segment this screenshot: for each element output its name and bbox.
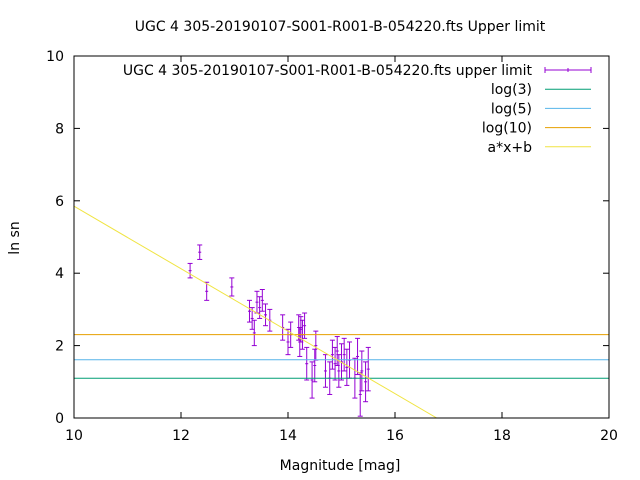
x-tick-label: 12 (172, 428, 190, 444)
y-tick-label: 0 (55, 411, 64, 427)
series-0 (187, 244, 371, 417)
legend-label: UGC 4 305-20190107-S001-R001-B-054220.ft… (123, 63, 533, 79)
y-tick-label: 8 (55, 121, 64, 137)
y-axis-label: ln sn (7, 221, 23, 254)
y-tick-label: 4 (55, 266, 64, 282)
x-tick-label: 16 (386, 428, 404, 444)
legend-label: log(5) (491, 101, 532, 117)
legend-label: log(10) (482, 121, 532, 137)
y-tick-label: 10 (46, 49, 64, 65)
y-tick-label: 6 (55, 194, 64, 210)
tick-labels: 10 12 14 16 18 20 0 2 4 6 8 10 (46, 49, 618, 444)
x-tick-label: 18 (493, 428, 511, 444)
series-4 (74, 205, 437, 418)
legend-label: a*x+b (488, 140, 533, 156)
y-tick-label: 2 (55, 339, 64, 355)
series-layer (74, 205, 609, 418)
x-axis-label: Magnitude [mag] (280, 458, 401, 474)
plot-frame (73, 55, 610, 419)
legend: UGC 4 305-20190107-S001-R001-B-054220.ft… (123, 63, 592, 156)
x-tick-label: 10 (65, 428, 83, 444)
x-tick-label: 14 (279, 428, 297, 444)
x-tick-label: 20 (600, 428, 618, 444)
fit-line (74, 205, 437, 418)
legend-label: log(3) (491, 82, 532, 98)
chart-title: UGC 4 305-20190107-S001-R001-B-054220.ft… (135, 19, 546, 35)
y-axis-label-group: ln sn (7, 221, 23, 254)
